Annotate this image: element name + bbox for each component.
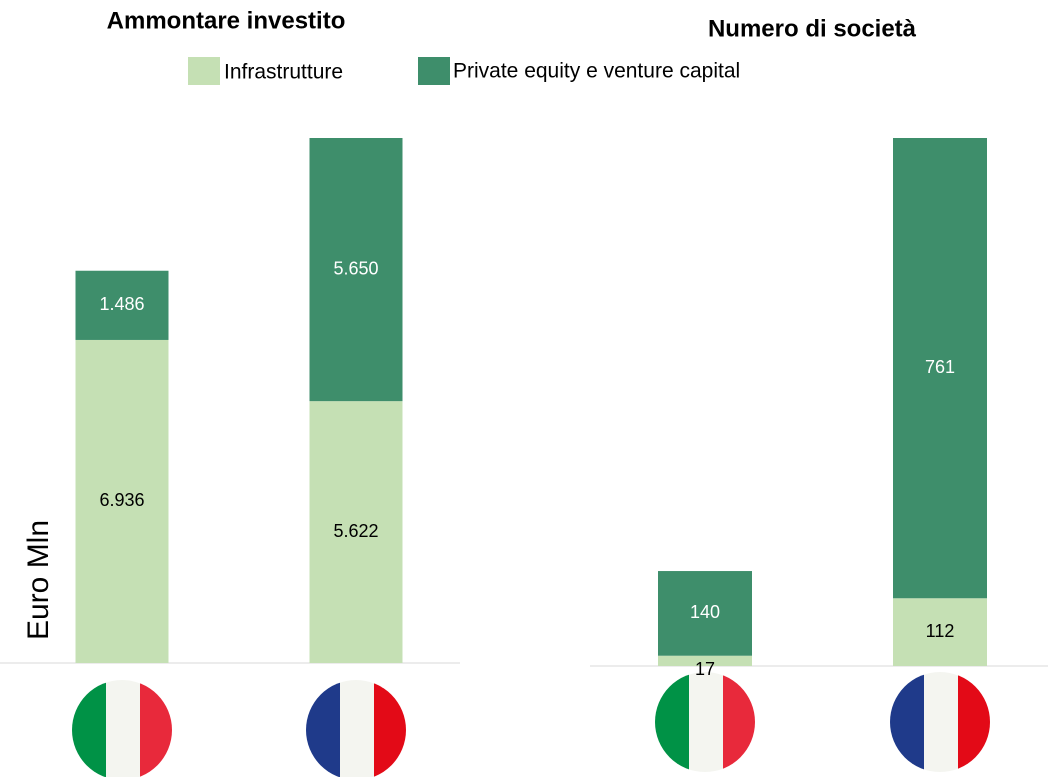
- data-label: 761: [925, 357, 955, 377]
- flag-france: [890, 672, 990, 772]
- data-label: 1.486: [99, 294, 144, 314]
- flag-italy: [655, 672, 755, 772]
- y-axis-label: Euro Mln: [22, 520, 55, 640]
- flag-france: [306, 680, 406, 777]
- data-label: 17: [695, 659, 715, 679]
- bar-segment: [658, 655, 752, 666]
- flag-italy: [72, 680, 172, 777]
- bar-segment: [893, 138, 987, 599]
- legend-swatch: [188, 57, 220, 85]
- bar-segment: [309, 138, 403, 402]
- bar-segment: [75, 270, 169, 340]
- data-label: 5.650: [333, 258, 378, 278]
- chart-title: Numero di società: [708, 15, 917, 42]
- bar-segment: [658, 571, 752, 656]
- data-label: 140: [690, 602, 720, 622]
- data-label: 6.936: [99, 490, 144, 510]
- chart-title: Ammontare investito: [107, 7, 346, 34]
- bar-segment: [309, 401, 403, 663]
- bar-segment: [893, 598, 987, 666]
- legend-label: Infrastrutture: [224, 61, 343, 84]
- data-label: 5.622: [333, 521, 378, 541]
- legend-swatch: [418, 57, 450, 85]
- legend-label: Private equity e venture capital: [453, 60, 740, 83]
- bar-segment: [75, 339, 169, 663]
- data-label: 112: [926, 621, 955, 641]
